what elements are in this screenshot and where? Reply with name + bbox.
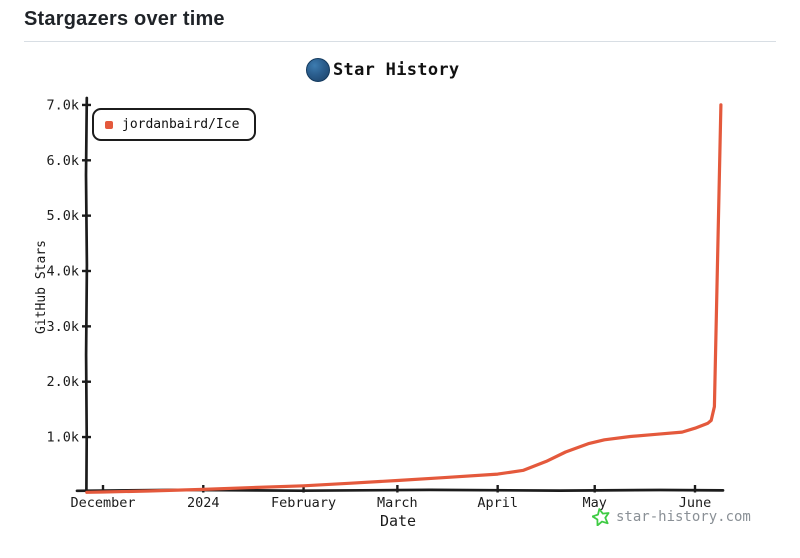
- y-tick-label: 6.0k: [46, 153, 79, 169]
- y-tick-label: 4.0k: [46, 264, 79, 280]
- y-tick-label: 3.0k: [46, 319, 79, 335]
- y-tick-label: 2.0k: [46, 374, 79, 390]
- x-tick-label: February: [271, 495, 336, 511]
- watermark-text: star-history.com: [616, 509, 751, 525]
- x-tick-label: December: [70, 495, 135, 511]
- x-tick-label: April: [477, 495, 518, 511]
- legend-series-marker: [105, 120, 113, 129]
- y-tick-label: 7.0k: [46, 97, 79, 113]
- plot-area: 1.0k 2.0k 3.0k 4.0k 5.0k 6.0k 7.0k December 2024…: [34, 96, 725, 530]
- y-tick-label: 5.0k: [46, 208, 79, 224]
- watermark: star-history.com: [592, 508, 751, 526]
- x-tick-label: May: [583, 495, 607, 511]
- star-icon: [592, 508, 610, 526]
- series-line: [85, 103, 723, 494]
- header-divider: [24, 41, 776, 42]
- y-tick-label: 1.0k: [46, 430, 79, 446]
- legend-series-label: jordanbaird/Ice: [122, 117, 240, 132]
- x-tick-label: June: [679, 495, 712, 511]
- legend: jordanbaird/Ice: [92, 108, 257, 141]
- y-axis-label: GitHub Stars: [34, 240, 49, 334]
- x-tick-label: 2024: [187, 495, 220, 511]
- star-history-chart: Star History jordanbaird/Ice 1.0k 2.0k 3.0…: [0, 55, 800, 530]
- chart-title-text: Star History: [333, 60, 460, 80]
- page-header: Stargazers over time: [0, 8, 800, 42]
- x-axis-label: Date: [380, 512, 416, 530]
- x-tick-label: March: [377, 495, 418, 511]
- y-axis: [84, 96, 89, 493]
- star-history-logo-icon: [306, 58, 330, 82]
- chart-title: Star History: [306, 58, 459, 82]
- page-title: Stargazers over time: [24, 8, 225, 30]
